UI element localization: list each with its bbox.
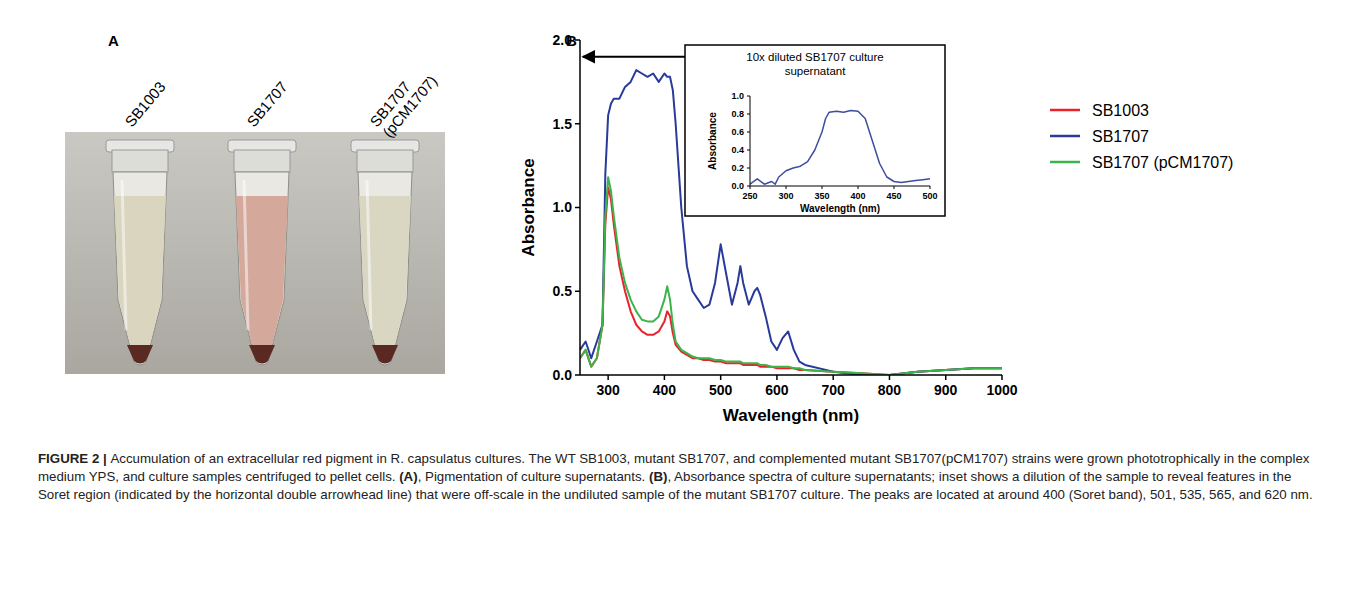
y-axis-title: Absorbance [707, 112, 718, 170]
x-tick [930, 186, 931, 189]
tube-highlight [244, 180, 248, 330]
x-tick [607, 375, 609, 380]
x-tick-label: 300 [596, 382, 620, 398]
x-tick-label: 900 [934, 382, 958, 398]
tube [351, 140, 419, 365]
legend-swatch [1050, 135, 1080, 138]
y-tick [747, 168, 750, 169]
x-tick [945, 375, 947, 380]
y-tick [747, 186, 750, 187]
x-axis-title: Wavelength (nm) [723, 406, 859, 425]
figure: ABSB1003SB1707SB1707(pCM1707)30040050060… [0, 0, 1358, 440]
x-tick [889, 375, 891, 380]
chart-title: 10x diluted SB1707 culture supernatant [746, 51, 883, 77]
tube-rim [112, 150, 168, 172]
series-line [750, 110, 930, 184]
x-axis [580, 374, 1002, 376]
tube-highlight [367, 180, 371, 330]
legend-label: SB1707 [1092, 128, 1149, 145]
x-tick [1001, 375, 1003, 380]
tube-rim [357, 150, 413, 172]
tube [228, 140, 296, 365]
caption-segment: FIGURE 2 | [38, 451, 110, 466]
tube-label-line: (pCM1707) [379, 72, 440, 140]
caption-segment: (A) [399, 469, 417, 484]
y-tick [575, 39, 580, 41]
legend-label: SB1003 [1092, 102, 1149, 119]
x-tick [720, 375, 722, 380]
caption-segment: , Pigmentation of culture supernatants. [418, 469, 649, 484]
photo-background [65, 132, 445, 374]
y-tick [575, 374, 580, 376]
tube-label-line: SB1707 [243, 78, 290, 130]
y-axis [750, 96, 751, 186]
x-tick-label: 400 [653, 382, 677, 398]
x-tick-label: 1000 [986, 382, 1017, 398]
tube-label: SB1707 [243, 78, 290, 130]
y-tick-label: 1.0 [731, 91, 744, 101]
y-tick-label: 0.4 [731, 145, 744, 155]
y-tick-label: 0.5 [553, 283, 573, 299]
x-tick-label: 450 [886, 191, 901, 201]
tube-label: SB1707(pCM1707) [366, 62, 440, 141]
tube-pellet [249, 345, 275, 364]
chart: 250 300 350 400 450 500 0.0 0.2 0.4 0.6 0.8 1.0 Wave… [707, 51, 938, 214]
x-tick [664, 375, 666, 380]
x-tick [832, 375, 834, 380]
chart: 300 400 500 600 700 800 900 1000 0.0 0.5 1.0 1.5 2.0… [519, 32, 1233, 425]
x-tick-label: 400 [850, 191, 865, 201]
y-tick [747, 114, 750, 115]
legend-label: SB1707 (pCM1707) [1092, 154, 1233, 171]
inset-frame [685, 45, 945, 216]
x-tick-label: 250 [742, 191, 757, 201]
tube [106, 140, 174, 365]
title-line: supernatant [785, 65, 847, 77]
x-tick [822, 186, 823, 189]
y-tick [747, 150, 750, 151]
tube-pellet [372, 345, 398, 364]
x-tick-label: 700 [822, 382, 846, 398]
tube-label: SB1003 [121, 78, 168, 130]
y-tick [575, 207, 580, 209]
x-axis [750, 186, 930, 187]
tube-label-line: SB1003 [121, 78, 168, 130]
y-tick-label: 0.2 [731, 163, 744, 173]
tube-rim [234, 150, 290, 172]
series-group [750, 110, 930, 184]
legend-swatch [1050, 161, 1080, 164]
legend-swatch [1050, 109, 1080, 112]
x-tick-label: 300 [778, 191, 793, 201]
y-tick [747, 96, 750, 97]
y-tick-label: 0.0 [553, 367, 573, 383]
x-tick-label: 500 [709, 382, 733, 398]
y-tick-label: 0.8 [731, 109, 744, 119]
title-line: 10x diluted SB1707 culture [746, 51, 883, 63]
y-tick-label: 0.0 [731, 181, 744, 191]
y-tick-label: 1.5 [553, 116, 573, 132]
panel-label: A [108, 32, 119, 49]
x-tick-label: 500 [922, 191, 937, 201]
tube-body [235, 172, 289, 365]
x-tick-label: 800 [878, 382, 902, 398]
tube-body [358, 172, 412, 365]
tube-body [113, 172, 167, 365]
y-tick-label: 2.0 [553, 32, 573, 48]
x-tick [894, 186, 895, 189]
caption-segment: (B) [649, 469, 667, 484]
y-tick-label: 1.0 [553, 199, 573, 215]
tube-pellet [127, 345, 153, 364]
x-axis-title: Wavelength (nm) [800, 203, 880, 214]
y-axis-title: Absorbance [519, 158, 538, 256]
y-tick-label: 0.6 [731, 127, 744, 137]
y-tick [575, 123, 580, 125]
y-tick [747, 132, 750, 133]
y-tick [575, 291, 580, 293]
x-tick [786, 186, 787, 189]
x-tick [776, 375, 778, 380]
x-tick-label: 350 [814, 191, 829, 201]
caption: FIGURE 2 | Accumulation of an extracellu… [38, 450, 1320, 504]
x-tick [858, 186, 859, 189]
x-tick-label: 600 [765, 382, 789, 398]
tube-highlight [122, 180, 126, 330]
